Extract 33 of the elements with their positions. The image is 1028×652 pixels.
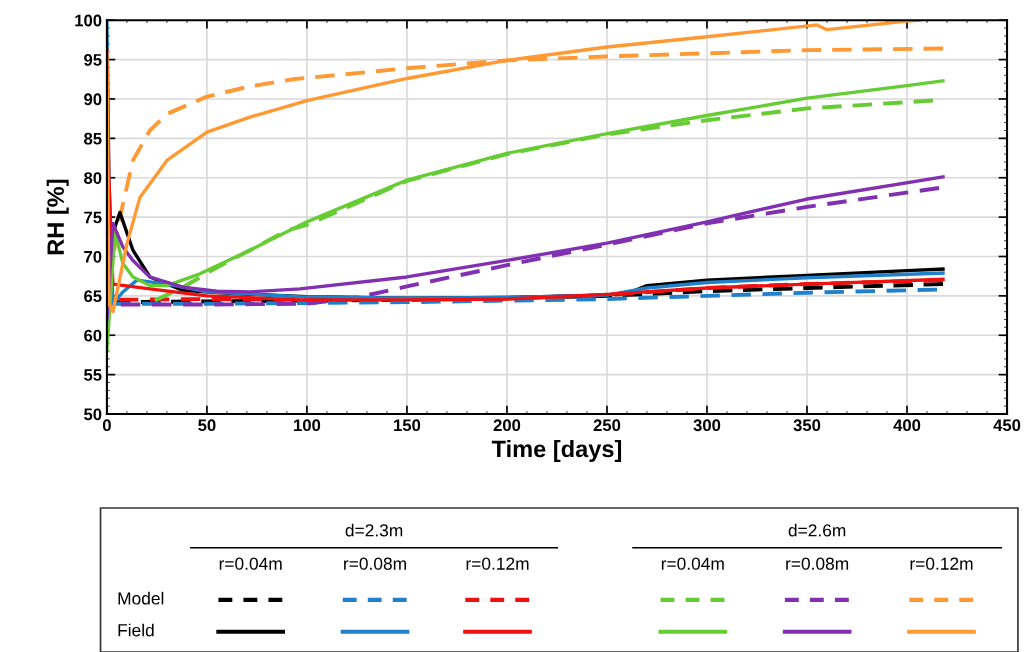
text: r=0.04m <box>219 557 282 570</box>
x-tick-label: 150 <box>394 419 421 432</box>
y-tick-label: 95 <box>84 53 102 66</box>
y-tick-label: 55 <box>84 369 102 381</box>
text: r=0.08m <box>786 557 849 570</box>
text: d=2.3m <box>345 523 403 537</box>
y-tick-label: 80 <box>84 172 102 184</box>
x-tick-label: 250 <box>593 419 621 432</box>
x-tick-label: 200 <box>493 419 521 432</box>
text: Field <box>118 623 154 637</box>
x-tick-label: 400 <box>893 419 921 432</box>
y-tick-label: 60 <box>84 329 102 342</box>
x-tick-label: 450 <box>993 419 1021 432</box>
text: d=2.6m <box>788 523 846 537</box>
y-tick-label: 90 <box>84 93 102 106</box>
text: r=0.12m <box>910 557 973 570</box>
x-axis-title: Time [days] <box>491 439 622 462</box>
y-tick-label: 65 <box>84 290 102 303</box>
text: Model <box>118 591 164 605</box>
x-tick-label: 100 <box>294 419 321 432</box>
y-tick-label: 85 <box>84 132 102 145</box>
x-tick-label: 350 <box>793 419 821 432</box>
x-tick-label: 50 <box>198 419 216 432</box>
text: r=0.08m <box>344 557 406 570</box>
y-tick-label: 50 <box>84 408 102 421</box>
text: r=0.04m <box>661 557 724 570</box>
x-tick-label: 0 <box>102 419 111 432</box>
y-tick-label: 100 <box>75 14 102 27</box>
text: r=0.12m <box>466 557 529 570</box>
y-axis-title: RH [%] <box>46 179 69 255</box>
x-tick-label: 300 <box>693 419 721 432</box>
y-tick-label: 75 <box>84 211 102 224</box>
y-tick-label: 70 <box>84 250 102 263</box>
